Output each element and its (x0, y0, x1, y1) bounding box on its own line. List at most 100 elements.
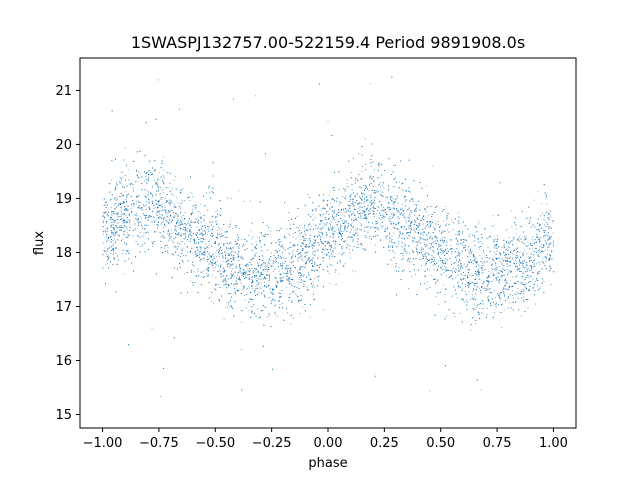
scatter-point (396, 197, 398, 199)
scatter-point (515, 255, 517, 257)
scatter-point (390, 200, 392, 201)
scatter-point (314, 217, 316, 218)
scatter-point (535, 303, 536, 305)
scatter-point (351, 189, 353, 191)
scatter-point (468, 250, 470, 252)
scatter-point (546, 257, 548, 259)
scatter-point (542, 212, 543, 214)
scatter-point (421, 217, 423, 219)
scatter-point (310, 225, 312, 227)
scatter-point (201, 238, 203, 240)
scatter-point (522, 265, 524, 266)
scatter-point (255, 272, 257, 274)
scatter-point (333, 216, 335, 218)
scatter-point (162, 192, 164, 193)
scatter-point (166, 214, 168, 216)
scatter-point (229, 306, 231, 308)
scatter-point (153, 180, 155, 182)
scatter-point (374, 191, 376, 193)
scatter-point (431, 274, 433, 276)
scatter-point (274, 314, 276, 316)
scatter-point (544, 219, 546, 221)
scatter-point (217, 230, 218, 231)
scatter-point (155, 212, 157, 214)
scatter-point (548, 227, 550, 229)
scatter-point (148, 217, 150, 218)
scatter-point (346, 179, 348, 181)
scatter-point (340, 212, 342, 213)
scatter-point (256, 284, 258, 286)
scatter-point (137, 200, 139, 202)
scatter-point (549, 264, 551, 266)
scatter-point (187, 227, 189, 229)
scatter-point (441, 241, 443, 243)
scatter-point (371, 165, 372, 167)
scatter-point (245, 276, 247, 278)
scatter-point (531, 269, 533, 271)
scatter-point (216, 209, 218, 211)
scatter-point (276, 280, 278, 282)
scatter-point (308, 275, 310, 277)
scatter-point (382, 225, 384, 227)
scatter-point (342, 230, 344, 232)
scatter-point (487, 271, 489, 272)
scatter-point (263, 294, 265, 296)
scatter-point (189, 191, 191, 193)
scatter-point (526, 266, 528, 268)
scatter-point (238, 228, 240, 230)
scatter-point (200, 248, 201, 250)
scatter-point (396, 211, 398, 213)
scatter-point (383, 218, 385, 220)
scatter-point (173, 179, 175, 181)
scatter-point (304, 227, 305, 228)
scatter-point (169, 203, 171, 205)
scatter-point (174, 176, 176, 177)
scatter-point (548, 246, 550, 248)
scatter-point (211, 301, 212, 302)
scatter-point (318, 244, 320, 246)
scatter-point (314, 239, 316, 241)
scatter-point (494, 297, 496, 299)
scatter-point (264, 281, 266, 283)
scatter-point (248, 310, 250, 311)
scatter-point (126, 228, 128, 230)
scatter-point (503, 274, 505, 276)
scatter-point (264, 262, 266, 264)
scatter-point (533, 286, 535, 288)
scatter-point (444, 293, 446, 295)
scatter-point (117, 234, 119, 236)
scatter-point (217, 237, 219, 239)
scatter-point (315, 228, 317, 230)
scatter-point (549, 266, 551, 267)
scatter-point (342, 196, 343, 198)
scatter-point (300, 254, 302, 256)
scatter-point (114, 219, 116, 221)
scatter-point (536, 274, 538, 275)
scatter-point (184, 243, 185, 245)
scatter-point (132, 206, 134, 207)
scatter-point (175, 213, 177, 215)
scatter-point (492, 257, 494, 259)
scatter-point (323, 208, 325, 209)
scatter-point (112, 239, 114, 241)
scatter-point (515, 233, 517, 235)
scatter-point (301, 243, 303, 245)
scatter-point (145, 176, 147, 177)
scatter-point (189, 229, 191, 230)
scatter-point (301, 257, 303, 259)
scatter-point (522, 260, 523, 262)
scatter-point (171, 187, 173, 189)
scatter-point (509, 260, 511, 262)
scatter-point (462, 231, 464, 232)
scatter-point (159, 217, 160, 219)
scatter-point (279, 281, 281, 283)
scatter-point (323, 309, 324, 311)
scatter-point (300, 259, 302, 260)
scatter-point (443, 231, 445, 233)
scatter-point (487, 246, 489, 248)
scatter-point (329, 258, 330, 260)
scatter-point (369, 195, 371, 197)
scatter-point (332, 228, 334, 230)
scatter-point (207, 274, 209, 275)
scatter-point (238, 190, 240, 192)
